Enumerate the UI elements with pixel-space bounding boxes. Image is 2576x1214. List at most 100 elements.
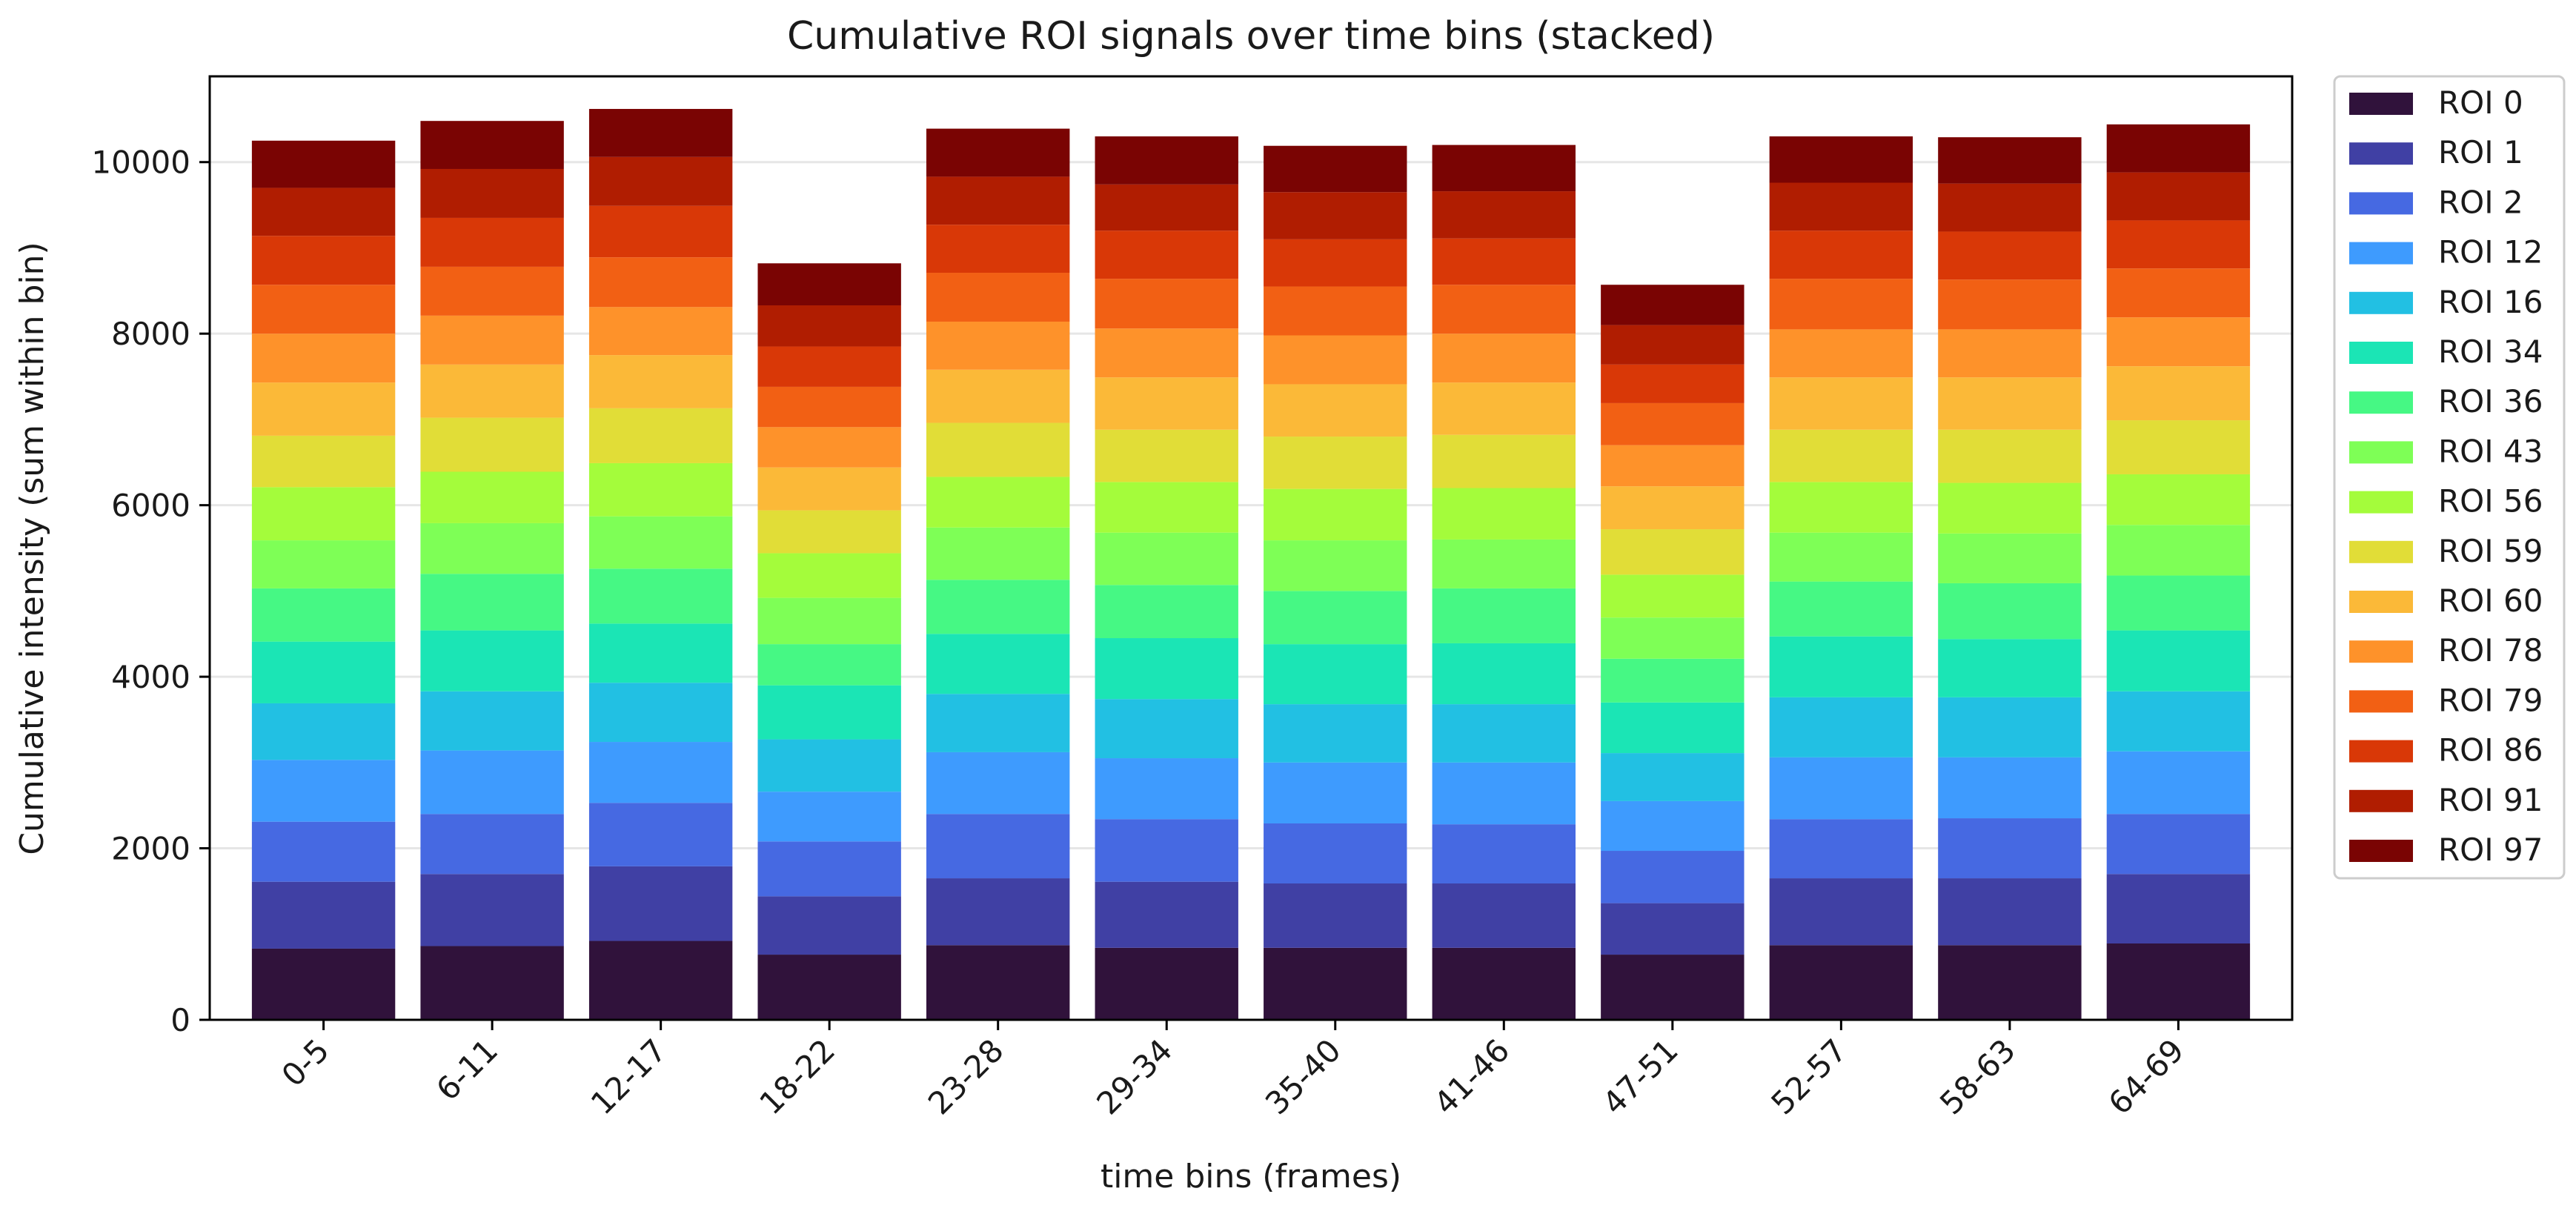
bar-segment xyxy=(1938,137,2082,184)
bar-segment xyxy=(2106,268,2251,318)
bar-segment xyxy=(251,821,396,882)
bar-segment xyxy=(757,346,901,387)
legend-swatch xyxy=(2349,740,2413,763)
bar-segment xyxy=(757,263,901,305)
bar-segment xyxy=(757,467,901,511)
bar-segment xyxy=(1938,697,2082,757)
bar-segment xyxy=(588,462,733,517)
legend-label: ROI 91 xyxy=(2438,782,2543,818)
bar-segment xyxy=(1264,883,1407,948)
bar-segment xyxy=(1769,636,1913,697)
bar-segment xyxy=(251,641,396,703)
bar-segment xyxy=(251,703,396,760)
bar-segment xyxy=(1769,377,1913,430)
bar-segment xyxy=(1938,878,2082,946)
bar-segment xyxy=(1432,285,1576,334)
bar-segment xyxy=(1095,947,1238,1020)
legend-swatch xyxy=(2349,291,2413,314)
legend-label: ROI 0 xyxy=(2438,84,2523,121)
bar-segment xyxy=(1264,591,1407,645)
bar-segment xyxy=(1432,947,1576,1020)
bar-segment xyxy=(1769,532,1913,582)
bar-segment xyxy=(588,683,733,743)
bar-segment xyxy=(757,955,901,1020)
bar-segment xyxy=(1769,182,1913,231)
bar-segment xyxy=(1769,757,1913,820)
bar-segment xyxy=(1601,658,1745,703)
bar-segment xyxy=(1095,585,1238,639)
legend-label: ROI 78 xyxy=(2438,632,2543,669)
bar-segment xyxy=(1095,482,1238,533)
bar-segment xyxy=(2106,220,2251,269)
bar-segment xyxy=(588,156,733,206)
bar-segment xyxy=(588,205,733,258)
bar-segment xyxy=(1601,364,1745,403)
bar-segment xyxy=(1601,402,1745,445)
legend: ROI 0 ROI 1 ROI 2 ROI 12 ROI 16 ROI 34 ROI 36 R… xyxy=(2333,75,2566,880)
bar-segment xyxy=(1938,818,2082,879)
bar-segment xyxy=(926,176,1070,225)
bar-segment xyxy=(926,527,1070,580)
y-tick-label: 10000 xyxy=(91,145,190,181)
bar-segment xyxy=(1264,145,1407,193)
bar-segment xyxy=(757,685,901,740)
bar-segment xyxy=(1264,286,1407,336)
y-tick-label: 4000 xyxy=(111,659,190,695)
legend-label: ROI 59 xyxy=(2438,533,2543,569)
bar-segment xyxy=(757,597,901,645)
legend-label: ROI 34 xyxy=(2438,334,2543,370)
y-tick-label: 2000 xyxy=(111,831,190,867)
bar-segment xyxy=(420,874,564,946)
bar-segment xyxy=(1264,437,1407,489)
bar-segment xyxy=(420,471,564,523)
bar-segment xyxy=(1432,238,1576,285)
bar-segment xyxy=(1264,488,1407,541)
bar-segment xyxy=(1769,878,1913,946)
bar-segment xyxy=(1601,617,1745,659)
legend-swatch xyxy=(2349,342,2413,364)
bar-segment xyxy=(1432,191,1576,239)
bar-segment xyxy=(420,946,564,1020)
bar-segment xyxy=(1432,824,1576,883)
bar-segment xyxy=(1601,851,1745,903)
bar-segment xyxy=(2106,366,2251,421)
bar-segment xyxy=(1264,644,1407,705)
legend-frame xyxy=(2333,75,2566,880)
bar-segment xyxy=(1264,384,1407,437)
bar-segment xyxy=(926,814,1070,879)
bar-segment xyxy=(1095,429,1238,482)
bar-segment xyxy=(757,896,901,955)
legend-swatch xyxy=(2349,840,2413,862)
legend-swatch xyxy=(2349,690,2413,713)
bar-segment xyxy=(420,315,564,365)
bar-segment xyxy=(1601,486,1745,530)
bar-segment xyxy=(1769,581,1913,637)
bar-segment xyxy=(2106,525,2251,576)
bar-segment xyxy=(1769,230,1913,279)
legend-label: ROI 79 xyxy=(2438,682,2543,718)
bar-segment xyxy=(1264,947,1407,1020)
legend-swatch xyxy=(2349,591,2413,613)
bar-segment xyxy=(1095,819,1238,882)
plot-frame xyxy=(208,75,2294,1021)
legend-label: ROI 43 xyxy=(2438,433,2543,469)
bar-segment xyxy=(1769,279,1913,330)
bar-segment xyxy=(1264,239,1407,287)
bar-segment xyxy=(1264,762,1407,823)
bar-segment xyxy=(1938,377,2082,430)
bar-segment xyxy=(251,285,396,334)
legend-label: ROI 86 xyxy=(2438,732,2543,769)
bar-segment xyxy=(1095,230,1238,279)
bar-segment xyxy=(1095,699,1238,759)
bar-segment xyxy=(926,321,1070,370)
y-tick-label: 8000 xyxy=(111,316,190,352)
bar-segment xyxy=(1938,231,2082,280)
bar-segment xyxy=(588,307,733,356)
bar-segment xyxy=(2106,943,2251,1020)
bar-segment xyxy=(251,540,396,588)
bar-segment xyxy=(251,236,396,285)
legend-swatch xyxy=(2349,192,2413,215)
bar-segment xyxy=(1769,945,1913,1020)
bar-segment xyxy=(251,188,396,236)
bar-segment xyxy=(588,355,733,408)
